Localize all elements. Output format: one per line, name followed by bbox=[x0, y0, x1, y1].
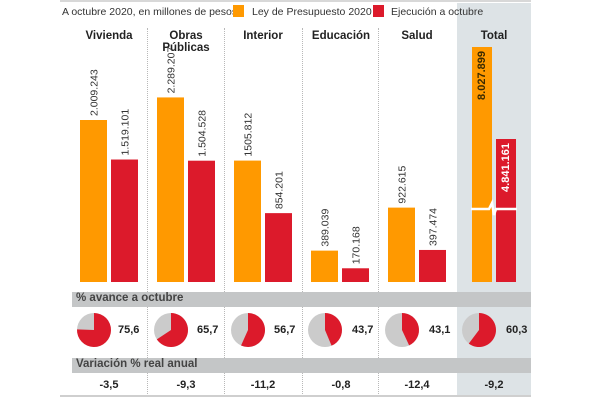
variacion-value-vivienda: -3,5 bbox=[99, 379, 119, 391]
bottom-rule bbox=[60, 395, 531, 397]
value-label-interior-ejecucion: 854.201 bbox=[274, 171, 286, 209]
value-label-interior-presupuesto: 1505.812 bbox=[243, 113, 255, 157]
category-header-total: Total bbox=[480, 30, 508, 42]
pie-slice-obras-publicas bbox=[156, 313, 188, 347]
value-label-obras-publicas-presupuesto: 2.289.207 bbox=[166, 47, 178, 94]
category-header-interior: Interior bbox=[243, 30, 283, 42]
avance-section-band bbox=[72, 292, 531, 307]
legend-label-presupuesto: Ley de Presupuesto 2020 bbox=[252, 6, 372, 18]
value-label-total-presupuesto: 8.027.899 bbox=[476, 51, 488, 100]
avance-value-salud: 43,1 bbox=[429, 324, 451, 336]
bar-total-presupuesto bbox=[472, 47, 492, 282]
avance-value-educacion: 43,7 bbox=[352, 324, 374, 336]
category-header-obras-publicas: Obras Públicas bbox=[162, 30, 210, 54]
value-label-salud-ejecucion: 397.474 bbox=[428, 208, 440, 246]
variacion-section-label: Variación % real anual bbox=[76, 358, 198, 370]
value-label-vivienda-ejecucion: 1.519.101 bbox=[120, 109, 132, 156]
pie-slice-vivienda bbox=[77, 312, 111, 347]
bar-vivienda-ejecucion bbox=[111, 159, 138, 282]
value-label-educacion-presupuesto: 389.039 bbox=[320, 209, 332, 247]
variacion-section-band bbox=[72, 358, 531, 373]
avance-value-total: 60,3 bbox=[506, 324, 528, 336]
pie-slice-educacion bbox=[325, 313, 342, 346]
bar-total-ejecucion bbox=[496, 139, 516, 282]
column-divider bbox=[224, 28, 225, 396]
pie-slice-total bbox=[468, 313, 496, 347]
avance-value-interior: 56,7 bbox=[274, 324, 296, 336]
bar-educacion-presupuesto bbox=[311, 250, 338, 282]
bar-vivienda-presupuesto bbox=[80, 120, 107, 282]
column-divider bbox=[378, 28, 379, 396]
legend-swatch-ejecucion bbox=[373, 5, 384, 17]
pie-slice-interior bbox=[241, 313, 266, 347]
category-header-educacion: Educación bbox=[311, 30, 371, 42]
bar-salud-ejecucion bbox=[419, 249, 446, 282]
bar-salud-presupuesto bbox=[388, 207, 415, 282]
axis-break-mark bbox=[471, 199, 517, 216]
bar-educacion-ejecucion bbox=[342, 268, 369, 282]
value-label-vivienda-presupuesto: 2.009.243 bbox=[89, 69, 101, 116]
bar-interior-presupuesto bbox=[234, 160, 261, 282]
value-label-total-ejecucion: 4.841.161 bbox=[500, 143, 512, 192]
avance-value-obras-publicas: 65,7 bbox=[197, 324, 219, 336]
variacion-value-educacion: -0,8 bbox=[331, 379, 351, 391]
bar-obras-publicas-presupuesto bbox=[157, 97, 184, 282]
category-header-salud: Salud bbox=[401, 30, 433, 42]
legend-label-ejecucion: Ejecución a octubre bbox=[391, 6, 484, 18]
bar-interior-ejecucion bbox=[265, 213, 292, 282]
pie-slice-salud bbox=[402, 313, 420, 346]
variacion-value-total: -9,2 bbox=[484, 379, 504, 391]
column-divider bbox=[147, 28, 148, 396]
chart-subtitle: A octubre 2020, en millones de pesos bbox=[62, 6, 238, 18]
variacion-value-salud: -12,4 bbox=[404, 379, 430, 391]
avance-section-label: % avance a octubre bbox=[76, 292, 184, 304]
category-header-vivienda: Vivienda bbox=[85, 30, 133, 42]
value-label-obras-publicas-ejecucion: 1.504.528 bbox=[197, 110, 209, 157]
variacion-value-obras-publicas: -9,3 bbox=[176, 379, 196, 391]
legend-swatch-presupuesto bbox=[233, 5, 244, 17]
bar-obras-publicas-ejecucion bbox=[188, 160, 215, 282]
value-label-salud-presupuesto: 922.615 bbox=[397, 165, 409, 203]
avance-value-vivienda: 75,6 bbox=[118, 324, 140, 336]
value-label-educacion-ejecucion: 170.168 bbox=[351, 226, 363, 264]
column-divider bbox=[302, 28, 303, 396]
top-rule bbox=[60, 0, 531, 2]
variacion-value-interior: -11,2 bbox=[250, 379, 276, 391]
